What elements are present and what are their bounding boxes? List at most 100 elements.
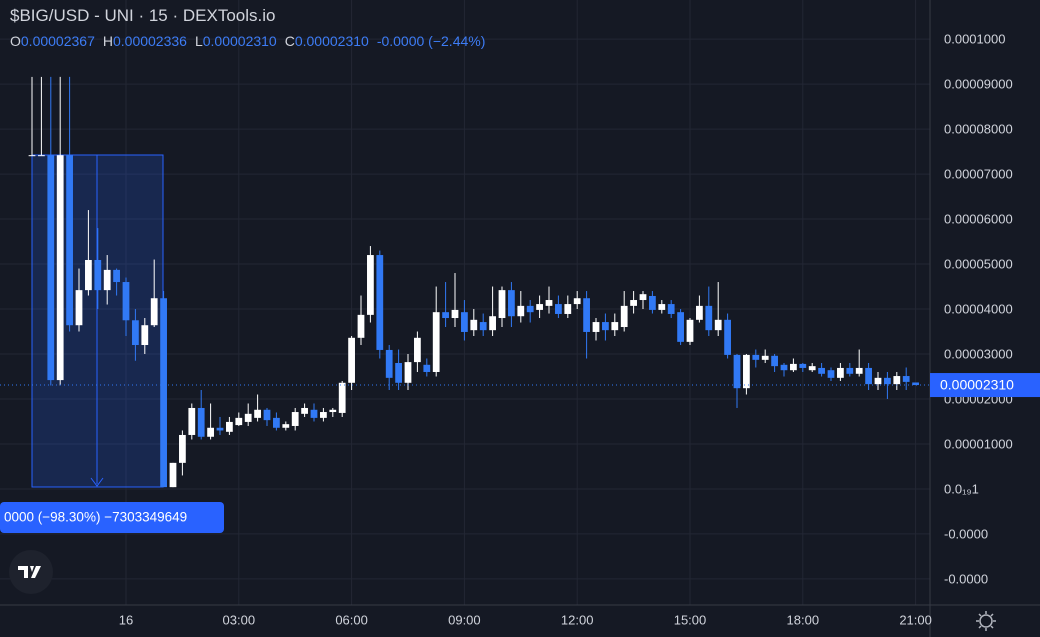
y-tick-label: 0.00001000 [944,436,1013,451]
candle-body [451,309,459,319]
candle-body [75,290,83,326]
x-tick-label: 18:00 [787,612,820,627]
candle-body [667,304,675,314]
candle-body [884,377,891,385]
candle-body [677,312,684,342]
candle-body [385,349,393,378]
candle-body [479,322,487,331]
candle-body [329,409,337,413]
candle-body [442,312,449,319]
candle-body [780,364,788,371]
candle-body [761,355,769,360]
candle-body [583,298,590,332]
candle-body [66,155,73,326]
candle-body [367,255,374,315]
y-tick-label: -0.0000 [944,571,988,586]
logo-circle [9,550,53,594]
candle-body [94,259,102,291]
candle-body [235,417,243,426]
candle-body [517,305,525,317]
candle-body [160,298,167,488]
candle-body [564,304,572,314]
settings-icon[interactable] [976,611,996,631]
candle-body [38,155,45,157]
candle-body [639,294,647,301]
candle-body [56,155,64,381]
candle-body [226,421,233,432]
candle-body [724,319,731,355]
candle-body [414,337,421,363]
candle-body [273,417,280,428]
candle-body [216,427,224,431]
candle-body [188,407,196,435]
candle-body [827,370,835,378]
y-tick-label: 0.00006000 [944,211,1013,226]
candle-body [686,319,694,342]
measure-label-bg [0,502,224,533]
chart-title: $BIG/USD - UNI · 15 · DEXTools.io [10,6,276,25]
candle-body [28,155,36,157]
candle-body [244,413,252,422]
candle-body [846,367,854,374]
candle-body [865,367,872,385]
candle-body [649,295,656,310]
x-tick-label: 16 [119,612,133,627]
candle-body [263,409,271,421]
candle-body [113,269,120,283]
candle-body [555,304,562,314]
candle-body [743,354,750,389]
y-tick-label: 0.0₁₉1 [944,481,979,496]
candle-body [282,424,290,428]
x-tick-label: 09:00 [448,612,481,627]
candle-body [705,305,713,331]
candle-body [169,462,177,488]
gear-teeth[interactable] [976,611,996,631]
x-tick-label: 03:00 [223,612,256,627]
candle-body [508,290,515,317]
candle-body [799,363,807,368]
candle-body [470,319,478,331]
candle-body [808,366,816,371]
candle-body [395,363,402,383]
candle-body [912,382,919,386]
y-tick-label: 0.00009000 [944,77,1013,92]
candle-body [122,282,130,321]
ohlc-key: C [284,33,295,49]
ohlc-key: H [102,33,113,49]
candle-body [874,377,882,385]
candle-body [376,255,384,350]
candles [0,76,930,488]
candle-body [207,427,214,437]
candle-body [902,376,910,382]
candle-body [592,322,600,332]
candle-body [47,155,55,381]
candle-body [658,304,666,310]
candle-body [620,305,628,328]
candle-body [752,354,760,360]
candle-body [301,407,308,414]
candle-body [291,412,299,426]
candle-body [348,337,355,383]
ohlc-value: 0.00002310 [294,33,369,49]
axes: 0.0001000 0.00009000 0.00008000 0.00007000 0… [119,32,1040,627]
candle-body [141,325,149,346]
candle-body [498,290,506,319]
y-tick-label: 0.0001000 [944,32,1005,47]
y-tick-label: 0.00005000 [944,256,1013,271]
gear[interactable] [979,614,993,628]
candle-body [714,319,722,331]
candle-body [85,259,92,291]
measure-label: 0000 (−98.30%) −7303349649 [4,510,187,525]
candle-body [103,269,111,291]
candle-body [432,312,440,372]
candle-body [310,409,318,418]
candle-body [733,354,741,389]
measure-arrow-head [90,477,104,487]
candle-body [837,367,844,378]
candle-body [404,362,412,383]
ohlc-value: 0.00002336 [112,33,187,49]
candle-body [602,322,609,331]
candle-body [338,382,346,413]
